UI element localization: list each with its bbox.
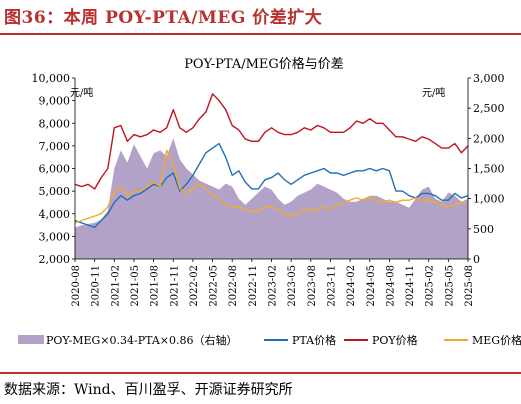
y-right-tick-label: 0 — [473, 253, 480, 266]
source-note: 数据来源：Wind、百川盈孚、开源证券研究所 — [4, 382, 293, 398]
y-left-tick-label: 4,000 — [39, 208, 71, 221]
x-tick-label: 2021-02 — [110, 265, 121, 307]
x-tick-label: 2022-11 — [248, 265, 259, 307]
chart: POY-PTA/MEG价格与价差 元/吨 元/吨 2,000 3,000 4,000… — [18, 56, 521, 347]
x-tick-label: 2020-08 — [71, 265, 82, 307]
y-left-tick-label: 8,000 — [39, 117, 71, 130]
x-tick-label: 2022-08 — [228, 265, 239, 307]
y-right-tick-label: 500 — [473, 223, 494, 236]
x-tick-label: 2024-05 — [366, 265, 377, 307]
legend-label: POY-MEG×0.34-PTA×0.86（右轴） — [46, 333, 238, 347]
x-tick-label: 2023-02 — [268, 265, 279, 307]
legend-swatch-area — [18, 335, 44, 344]
y-right-tick-label: 3,000 — [473, 72, 505, 85]
y-left-tick-label: 7,000 — [39, 140, 71, 153]
series-line-3 — [74, 149, 468, 224]
y-right-tick-label: 2,500 — [473, 102, 505, 115]
x-tick-label: 2022-05 — [209, 265, 220, 307]
y-left-tick-label: 3,000 — [39, 230, 71, 243]
x-tick-label: 2023-05 — [287, 265, 298, 307]
area-layer — [75, 138, 468, 259]
y-right-tick-label: 2,000 — [473, 132, 505, 145]
y-left-tick-label: 9,000 — [39, 95, 71, 108]
x-tick-label: 2021-11 — [169, 265, 180, 307]
title-rule — [0, 33, 521, 35]
source-rule — [0, 372, 521, 374]
x-tick-label: 2023-11 — [326, 265, 337, 307]
y-left-tick-label: 2,000 — [39, 253, 71, 266]
x-tick-label: 2024-08 — [385, 265, 396, 307]
y-right-tick-label: 1,500 — [473, 163, 505, 176]
y-left-unit: 元/吨 — [70, 86, 93, 99]
x-tick-label: 2021-08 — [150, 265, 161, 307]
x-tick-label: 2025-05 — [444, 265, 455, 307]
x-tick-label: 2020-11 — [91, 265, 102, 307]
figure-title: 图36：本周 POY-PTA/MEG 价差扩大 — [4, 8, 323, 28]
x-tick-label: 2021-05 — [130, 265, 141, 307]
series-line-1 — [74, 142, 469, 229]
line-layer — [74, 93, 469, 229]
axis-layer: 2,000 3,000 4,000 5,000 6,000 7,000 8,000 9,000… — [32, 72, 505, 307]
y-left-tick-label: 10,000 — [32, 72, 71, 85]
chart-title: POY-PTA/MEG价格与价差 — [184, 56, 344, 72]
y-left-tick-label: 5,000 — [39, 185, 71, 198]
legend: POY-MEG×0.34-PTA×0.86（右轴） PTA价格 POY价格 MEG价格 — [18, 333, 521, 347]
y-right-unit: 元/吨 — [422, 86, 445, 99]
series-line-2 — [74, 93, 469, 190]
x-tick-label: 2022-02 — [189, 265, 200, 307]
x-tick-label: 2025-08 — [464, 265, 475, 307]
legend-label: MEG价格 — [472, 333, 521, 347]
y-right-tick-label: 1,000 — [473, 193, 505, 206]
legend-label: POY价格 — [372, 333, 418, 347]
series-area-spread — [75, 138, 468, 259]
y-left-tick-label: 6,000 — [39, 163, 71, 176]
x-tick-label: 2023-08 — [307, 265, 318, 307]
x-tick-label: 2024-11 — [405, 265, 416, 307]
x-tick-label: 2024-02 — [346, 265, 357, 307]
legend-label: PTA价格 — [292, 333, 336, 347]
x-tick-label: 2025-02 — [425, 265, 436, 307]
